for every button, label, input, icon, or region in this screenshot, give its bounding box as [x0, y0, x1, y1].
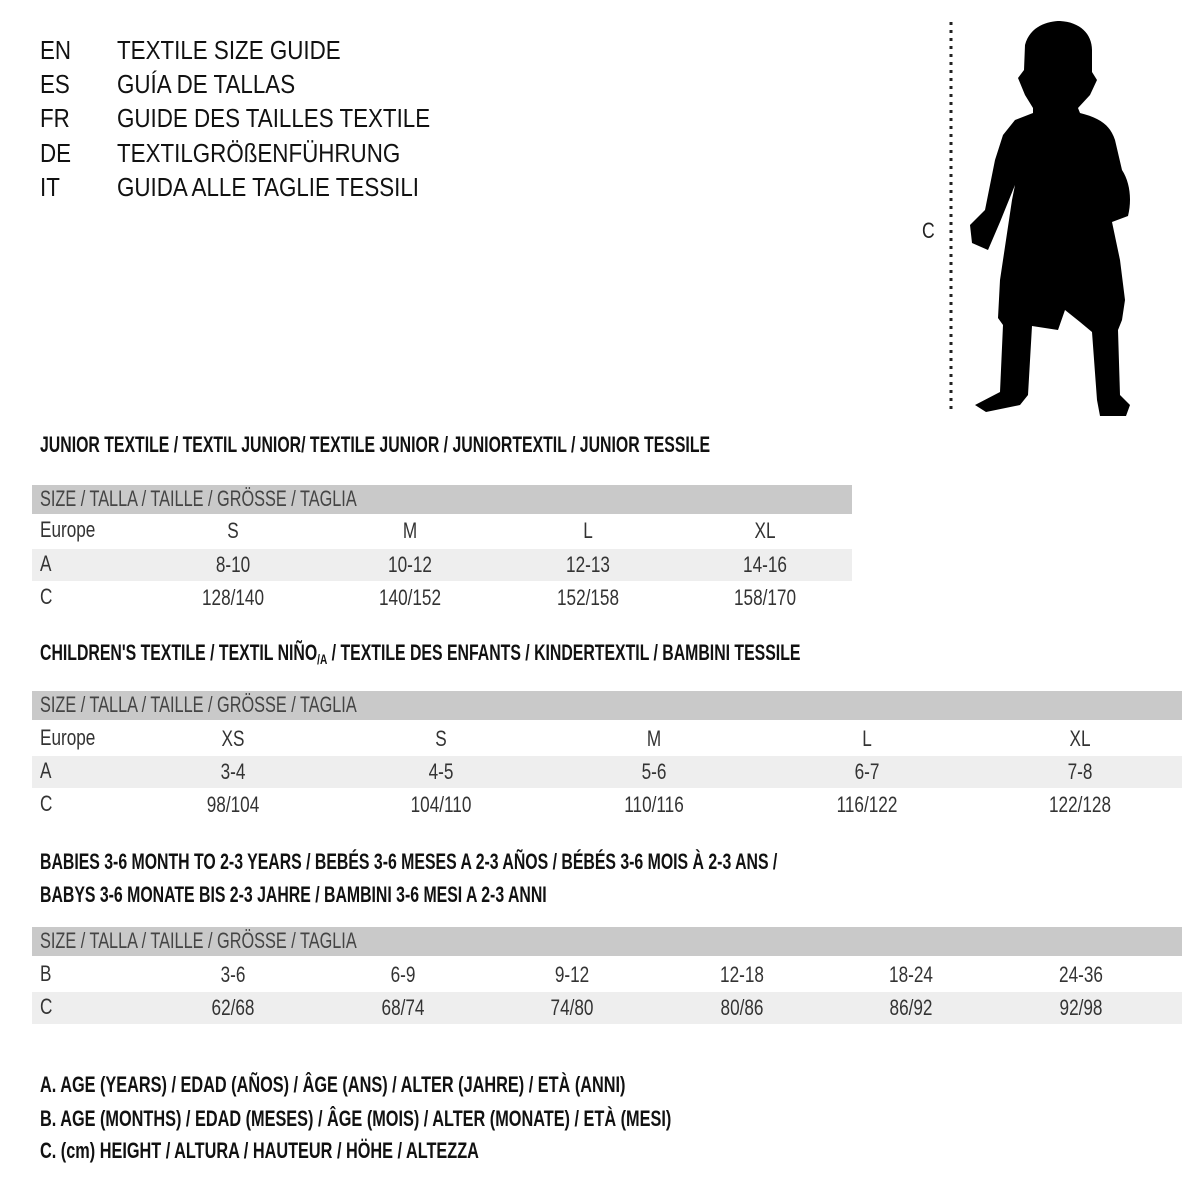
table-cell: 62/68 — [211, 995, 255, 1020]
table-cell: 104/110 — [410, 792, 472, 817]
table-cell: 92/98 — [1059, 995, 1103, 1020]
table-cell: 68/74 — [381, 995, 425, 1020]
table-cell: 158/170 — [733, 585, 797, 610]
height-measure-label: C — [922, 218, 935, 243]
table-cell: 7-8 — [1067, 759, 1093, 784]
lang-code: FR — [40, 103, 70, 133]
table-cell: 8-10 — [215, 552, 251, 577]
title-text: GUÍA DE TALLAS — [117, 69, 296, 99]
lang-code: DE — [40, 138, 72, 168]
row-label: Europe — [40, 725, 96, 750]
babies-heading-line1: BABIES 3-6 MONTH TO 2-3 YEARS / BEBÉS 3-… — [40, 849, 778, 874]
size-header-label: SIZE / TALLA / TAILLE / GRÖSSE / TAGLIA — [40, 928, 357, 953]
lang-code: ES — [40, 69, 70, 99]
children-heading-main: CHILDREN'S TEXTILE / TEXTIL NIÑO — [40, 640, 318, 665]
table-cell: 74/80 — [550, 995, 594, 1020]
row-shade — [32, 756, 1182, 788]
title-text: GUIDE DES TAILLES TEXTILE — [117, 103, 431, 133]
row-shade — [32, 992, 1182, 1024]
table-cell: 12-18 — [720, 962, 764, 987]
table-cell: 5-6 — [641, 759, 667, 784]
child-silhouette-icon — [949, 21, 1130, 416]
lang-code: IT — [40, 172, 60, 202]
table-cell: M — [402, 518, 418, 543]
row-label: Europe — [40, 517, 96, 542]
table-cell: 86/92 — [889, 995, 933, 1020]
lang-code: EN — [40, 35, 72, 65]
table-cell: 18-24 — [889, 962, 933, 987]
row-label: C — [40, 791, 53, 816]
table-cell: 3-6 — [220, 962, 246, 987]
table-cell: 122/128 — [1048, 792, 1112, 817]
table-cell: 116/122 — [836, 792, 898, 817]
table-cell: 9-12 — [554, 962, 590, 987]
table-cell: 80/86 — [720, 995, 764, 1020]
table-cell: S — [227, 518, 239, 543]
title-text: GUIDA ALLE TAGLIE TESSILI — [117, 172, 420, 202]
table-cell: 6-9 — [390, 962, 416, 987]
row-shade — [32, 549, 852, 581]
table-cell: XL — [1069, 726, 1091, 751]
children-heading-suffix: /A — [317, 651, 328, 667]
babies-heading-line2: BABYS 3-6 MONATE BIS 2-3 JAHRE / BAMBINI… — [40, 882, 547, 907]
table-cell: 140/152 — [378, 585, 442, 610]
table-cell: 128/140 — [201, 585, 265, 610]
table-cell: 152/158 — [556, 585, 620, 610]
children-heading-rest: / TEXTILE DES ENFANTS / KINDERTEXTIL / B… — [327, 640, 801, 665]
table-cell: 12-13 — [566, 552, 610, 577]
legend-b: B. AGE (MONTHS) / EDAD (MESES) / ÂGE (MO… — [40, 1106, 672, 1131]
size-header-bar — [32, 927, 1182, 956]
size-header-bar — [32, 485, 852, 514]
table-cell: M — [646, 726, 662, 751]
legend-c: C. (cm) HEIGHT / ALTURA / HAUTEUR / HÖHE… — [40, 1138, 479, 1163]
size-header-label: SIZE / TALLA / TAILLE / GRÖSSE / TAGLIA — [40, 692, 357, 717]
junior-heading: JUNIOR TEXTILE / TEXTIL JUNIOR/ TEXTILE … — [40, 432, 711, 457]
table-cell: XS — [221, 726, 245, 751]
children-heading: CHILDREN'S TEXTILE / TEXTIL NIÑO/A / TEX… — [40, 640, 801, 667]
table-cell: 110/116 — [624, 792, 684, 817]
legend-a: A. AGE (YEARS) / EDAD (AÑOS) / ÂGE (ANS)… — [40, 1072, 626, 1097]
row-label: A — [40, 758, 52, 783]
table-cell: XL — [754, 518, 776, 543]
table-cell: 6-7 — [854, 759, 880, 784]
size-header-bar — [32, 691, 1182, 720]
table-cell: L — [583, 518, 593, 543]
row-label: C — [40, 584, 53, 609]
table-cell: 24-36 — [1059, 962, 1103, 987]
table-cell: 3-4 — [220, 759, 246, 784]
table-cell: 14-16 — [743, 552, 787, 577]
table-cell: S — [435, 726, 447, 751]
row-label: B — [40, 961, 52, 986]
table-cell: 10-12 — [388, 552, 432, 577]
title-text: TEXTILGRÖßENFÜHRUNG — [117, 138, 401, 168]
size-header-label: SIZE / TALLA / TAILLE / GRÖSSE / TAGLIA — [40, 486, 357, 511]
table-cell: 98/104 — [206, 792, 260, 817]
row-label: C — [40, 994, 53, 1019]
title-text: TEXTILE SIZE GUIDE — [117, 35, 341, 65]
row-label: A — [40, 551, 52, 576]
table-cell: L — [862, 726, 872, 751]
table-cell: 4-5 — [428, 759, 454, 784]
